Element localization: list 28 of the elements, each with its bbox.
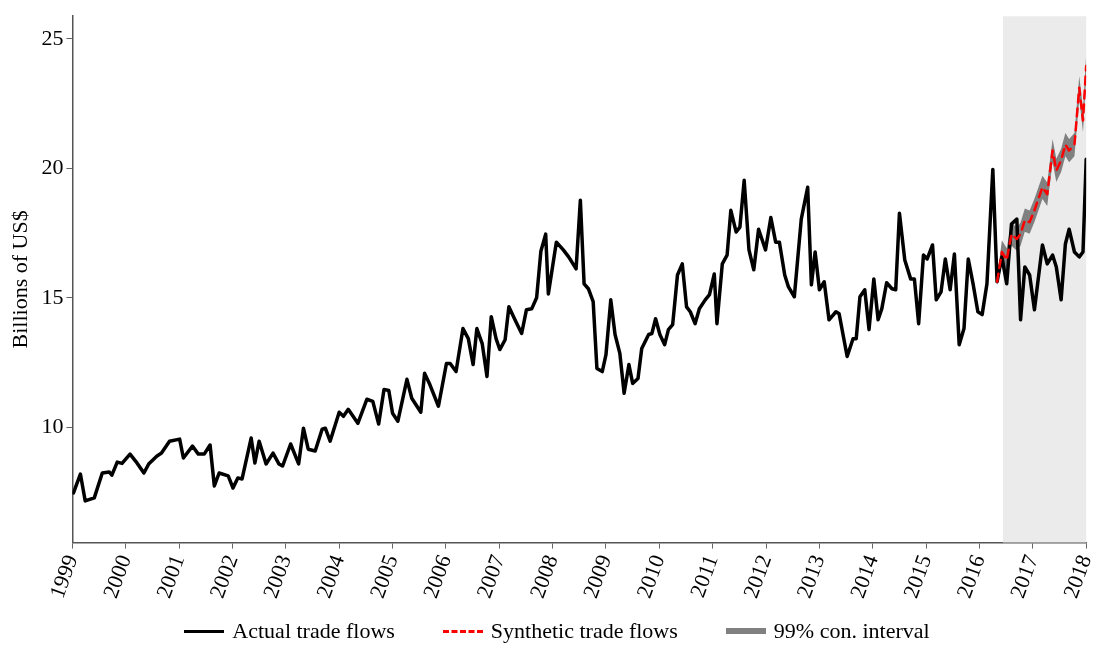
x-tick-label: 2000 [97,551,136,602]
x-tick-label: 2012 [737,551,777,602]
legend-label: Synthetic trade flows [490,618,678,644]
x-tick-label: 2002 [204,551,243,602]
x-tick-label: 2004 [310,551,350,602]
x-tick-label: 2011 [684,551,723,601]
x-tick-label: 2001 [150,551,190,602]
y-tick-label: 10 [41,412,64,438]
legend-label: Actual trade flows [232,618,395,644]
y-tick-label: 20 [41,154,64,180]
x-tick-label: 2010 [630,551,670,602]
x-tick-label: 2006 [417,551,457,602]
x-tick-label: 2018 [1057,551,1097,602]
y-tick-label: 15 [41,283,64,309]
x-tick-label: 2015 [897,551,937,602]
x-tick-label: 2017 [1004,551,1043,602]
y-tick-label: 25 [41,24,64,50]
x-tick-label: 1999 [43,551,83,602]
x-tick-label: 2007 [470,551,510,602]
text: 99% con. interval [773,618,930,644]
x-tick-label: 2008 [524,551,563,602]
x-tick-label: 2009 [577,551,617,602]
y-axis-title: Billions of US$ [6,210,32,349]
x-tick-label: 2016 [951,551,990,602]
x-tick-label: 2013 [790,551,830,602]
x-tick-label: 2005 [364,551,403,602]
x-tick-label: 2014 [844,551,883,602]
x-tick-label: 2003 [257,551,296,602]
